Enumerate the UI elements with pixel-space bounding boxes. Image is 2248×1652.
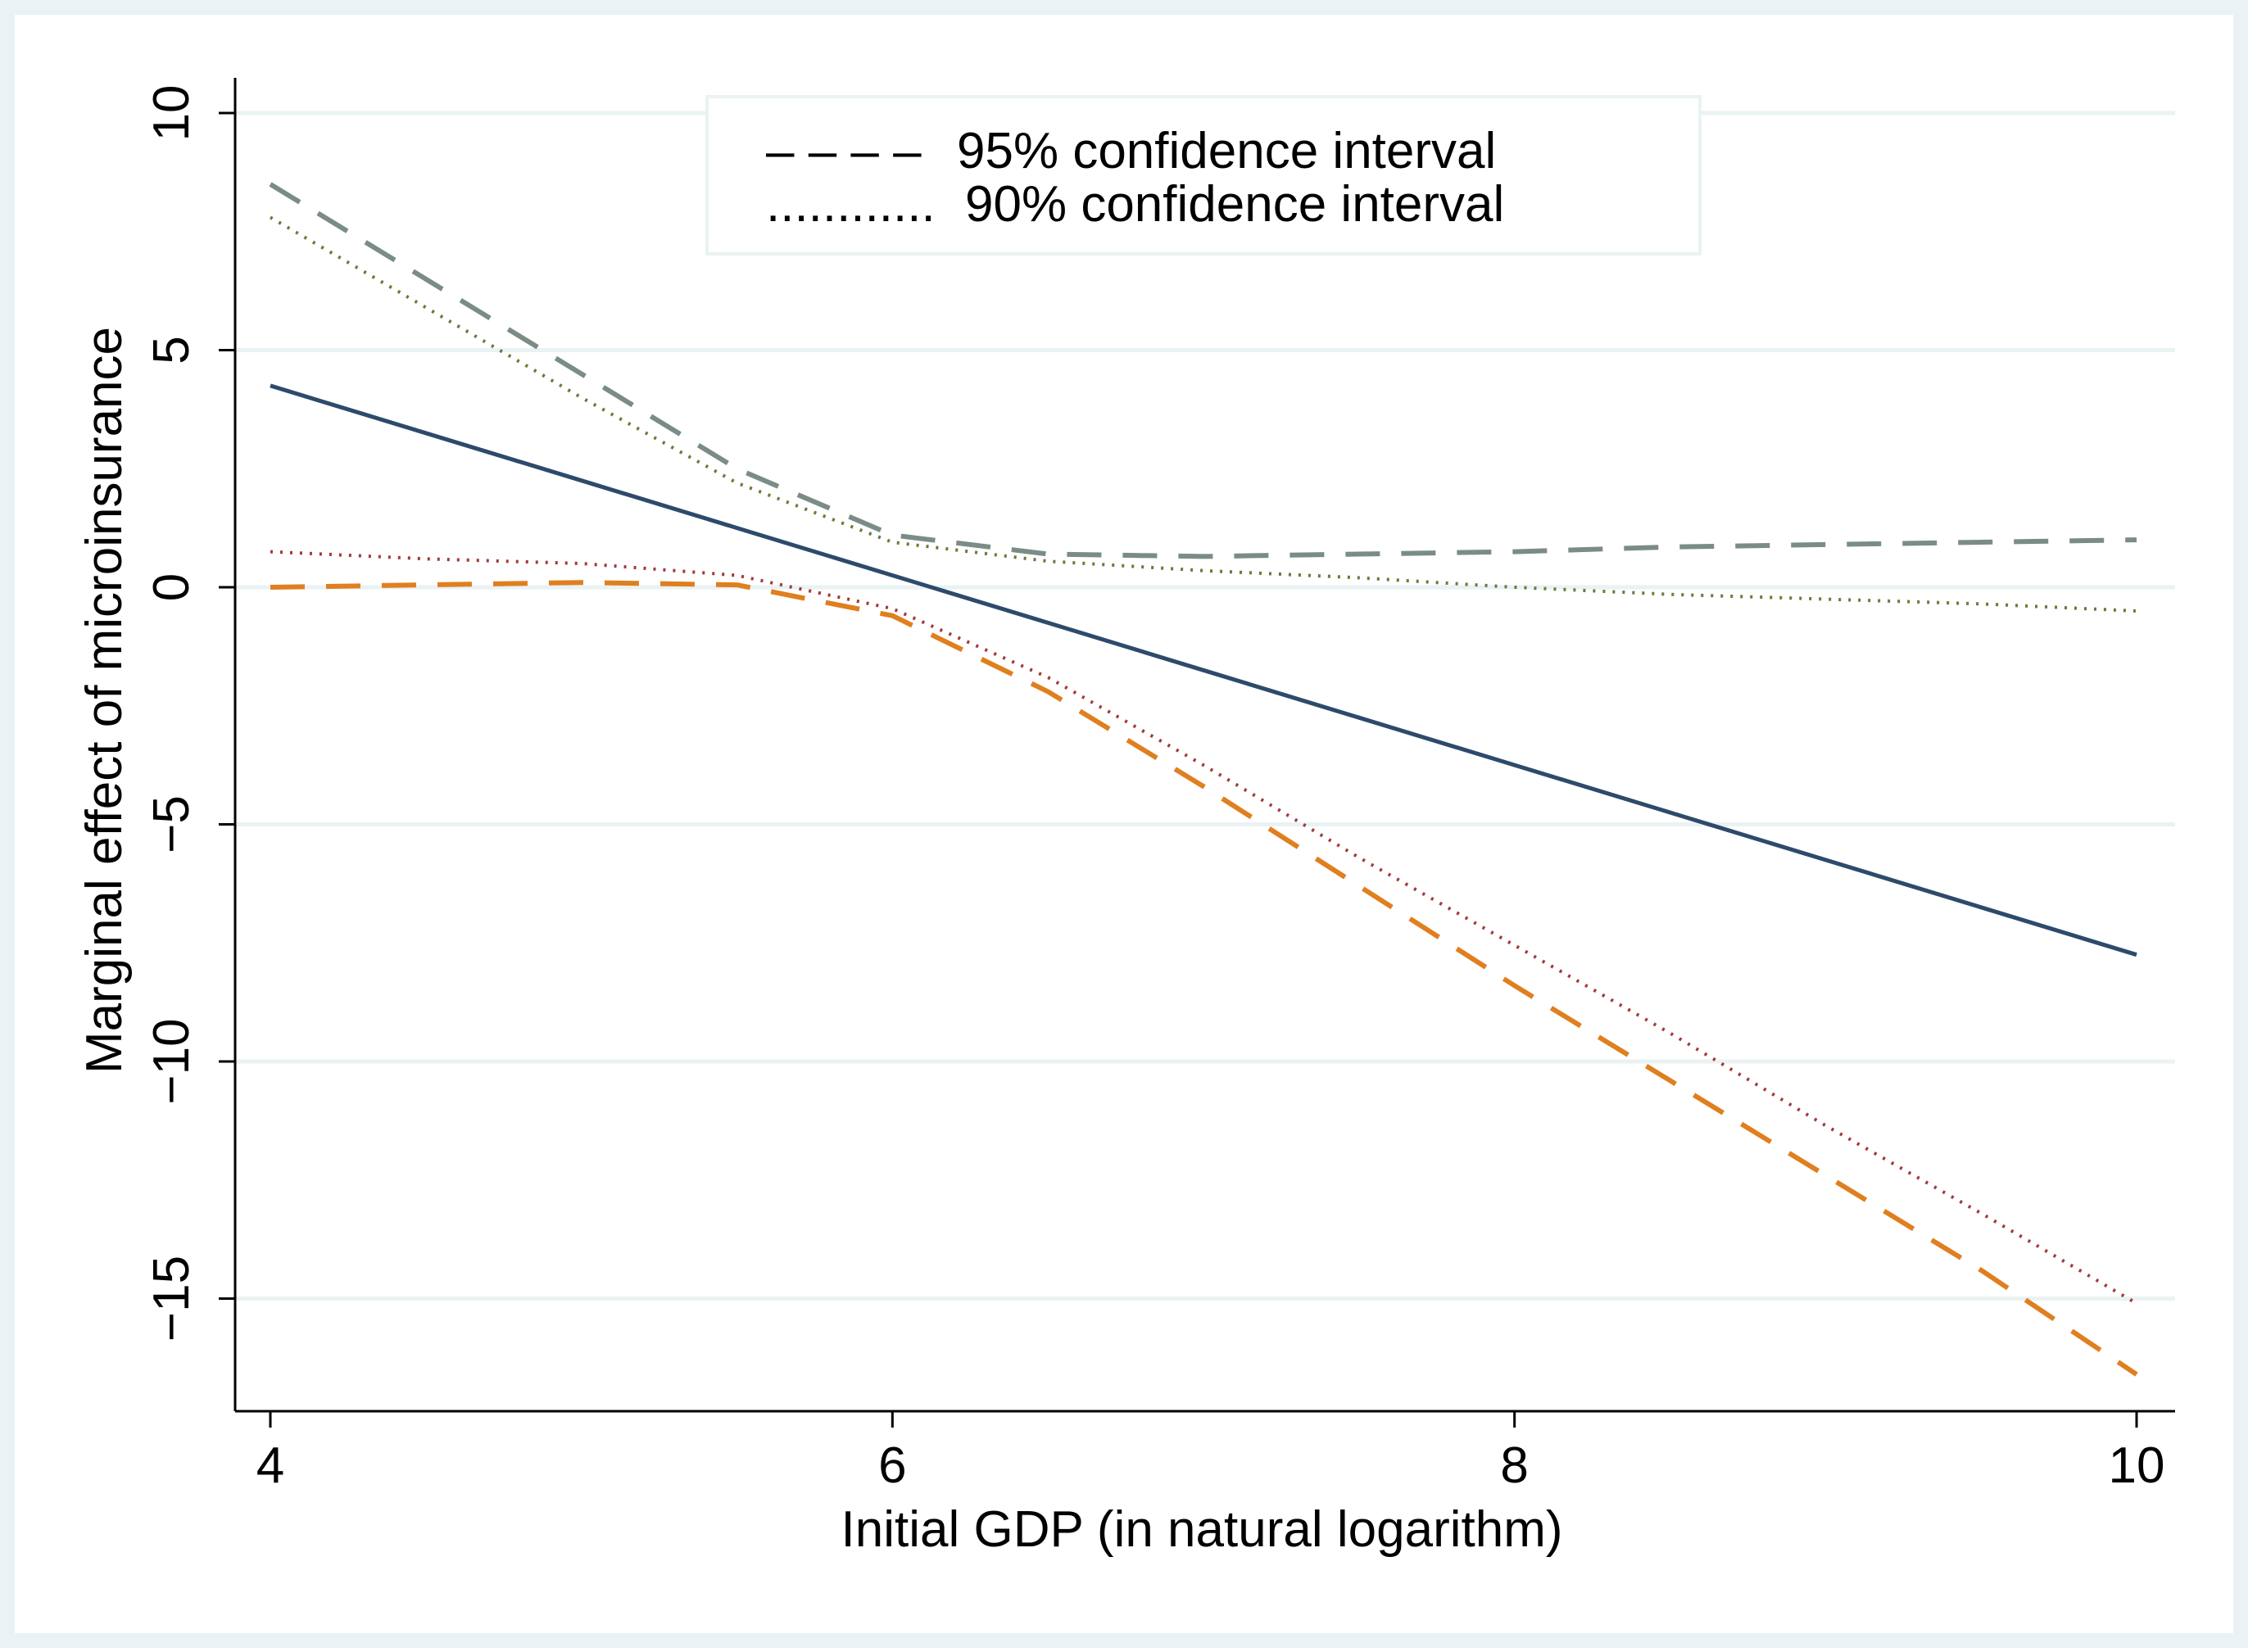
axes [219,78,2175,1428]
series-layer [269,182,2138,1377]
legend-entry-90-label: 90% confidence interval [965,176,1504,233]
legend: – – – – 95% confidence interval ........… [705,95,1702,256]
gridlines [235,111,2175,1301]
x-axis-label: Initial GDP (in natural logarithm) [841,1501,1563,1558]
series-line-lower-90-ci [270,550,2138,1306]
series-line-lower-95-ci [270,580,2138,1377]
legend-entry-90-symbol: ............ [766,176,936,233]
y-tick-label-3: −5 [143,795,200,853]
y-tick-label-2: 0 [143,573,200,601]
y-tick-label-0: 10 [143,85,200,142]
legend-entry-95-symbol: – – – – [766,123,922,179]
x-tick-label-3: 10 [2109,1437,2165,1494]
legend-entry-95-label: 95% confidence interval [957,123,1496,179]
y-tick-label-4: −10 [143,1018,200,1104]
y-axis-label: Marginal effect of microinsurance [76,327,133,1074]
tick-labels: 4 6 8 10 10 5 0 −5 −10 −15 [143,85,2164,1494]
x-tick-label-1: 6 [878,1437,906,1494]
x-tick-label-2: 8 [1500,1437,1528,1494]
y-tick-label-1: 5 [143,336,200,364]
series-line-upper-95-ci [269,182,2137,559]
legend-box [705,95,1702,256]
y-tick-label-5: −15 [143,1256,200,1342]
series-line-marginal-effect [270,383,2137,957]
x-tick-label-0: 4 [256,1437,284,1494]
